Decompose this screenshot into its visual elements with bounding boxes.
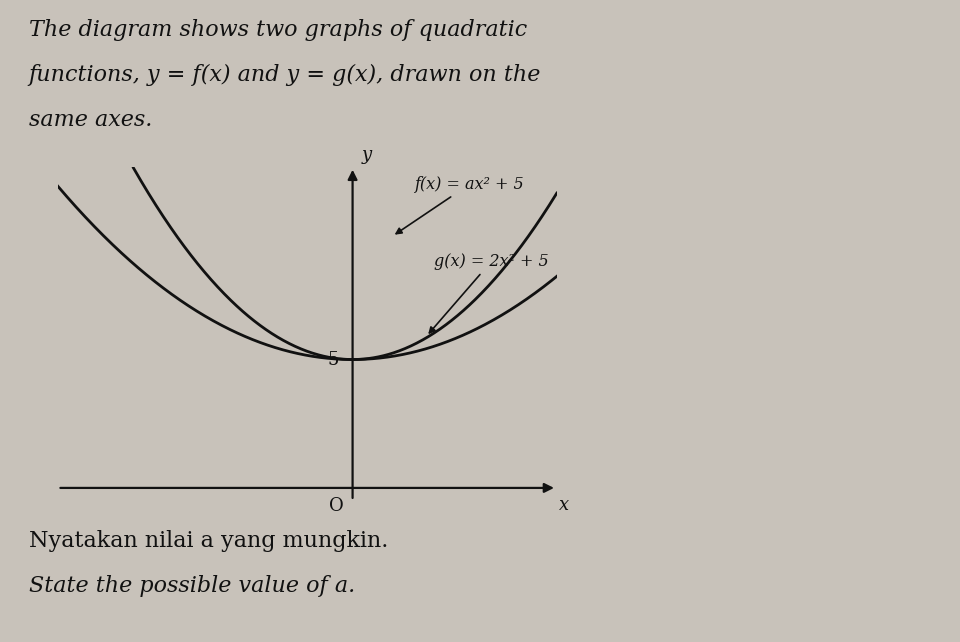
Text: 5: 5 (327, 351, 339, 369)
Text: same axes.: same axes. (29, 109, 153, 131)
Text: Nyatakan nilai a yang mungkin.: Nyatakan nilai a yang mungkin. (29, 530, 388, 551)
Text: x: x (559, 496, 569, 514)
Text: f(x) = ax² + 5: f(x) = ax² + 5 (396, 176, 524, 234)
Text: functions, y = f(x) and y = g(x), drawn on the: functions, y = f(x) and y = g(x), drawn … (29, 64, 541, 86)
Text: O: O (328, 497, 344, 515)
Text: g(x) = 2x² + 5: g(x) = 2x² + 5 (429, 253, 549, 333)
Text: y: y (362, 146, 372, 164)
Text: The diagram shows two graphs of quadratic: The diagram shows two graphs of quadrati… (29, 19, 527, 41)
Text: State the possible value of a.: State the possible value of a. (29, 575, 355, 596)
